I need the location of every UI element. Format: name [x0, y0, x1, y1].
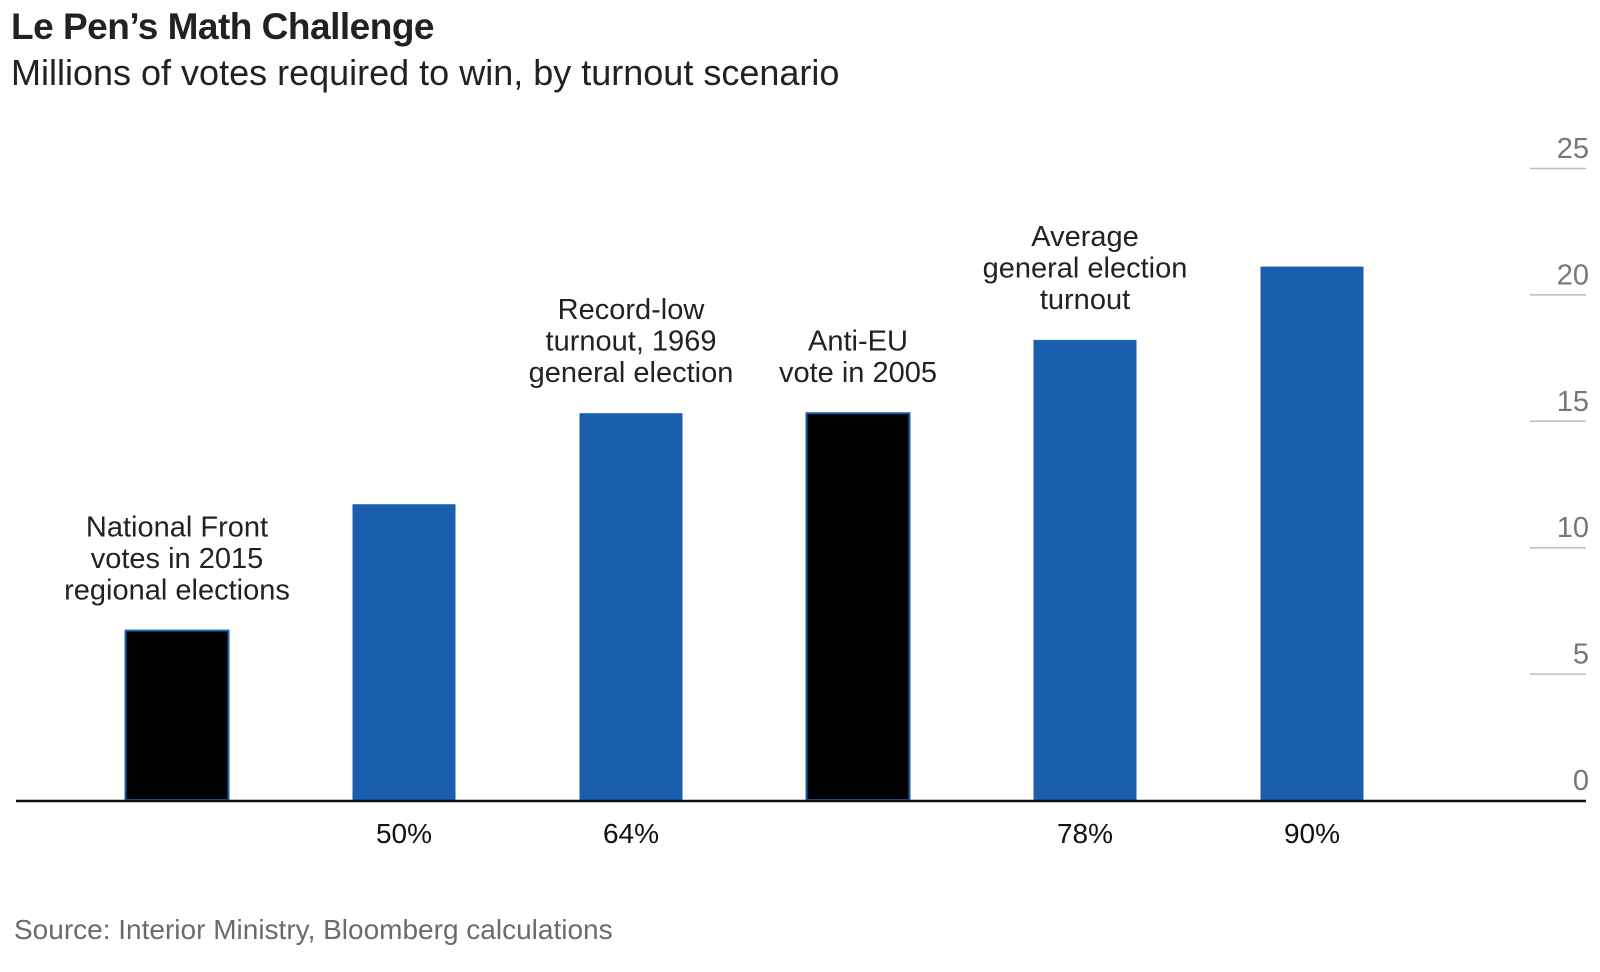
scenario-bar: [352, 504, 456, 800]
bar-annotation-line: vote in 2005: [779, 357, 937, 389]
x-category-label: 64%: [603, 818, 659, 849]
bar-annotation-line: general election: [983, 252, 1188, 284]
x-category-label: 90%: [1284, 818, 1340, 849]
bar-annotation-line: Record-low: [558, 294, 706, 326]
source-note: Source: Interior Ministry, Bloomberg cal…: [14, 914, 613, 945]
y-tick-label: 0: [1573, 765, 1589, 797]
chart-subtitle: Millions of votes required to win, by tu…: [11, 52, 840, 93]
y-tick-label: 5: [1573, 639, 1589, 671]
x-category-label: 78%: [1057, 818, 1113, 849]
bar-annotation: Average general election turnout: [983, 221, 1188, 316]
bar-annotation-line: turnout: [1040, 284, 1130, 316]
bar-annotation-line: turnout, 1969: [546, 326, 717, 358]
y-tick-label: 20: [1557, 259, 1589, 291]
bar-annotation: National Front votes in 2015 regional elec…: [64, 512, 290, 607]
reference-bar: [805, 412, 911, 801]
bar-annotation-line: regional elections: [64, 575, 290, 607]
scenario-bar: [1033, 339, 1137, 800]
scenario-bar: [579, 413, 683, 800]
bar-annotation: Anti-EU vote in 2005: [779, 326, 937, 390]
bar-annotation-line: votes in 2015: [91, 543, 264, 575]
bar-annotation-line: National Front: [86, 512, 268, 544]
scenario-bar: [1260, 266, 1364, 800]
y-tick-label: 15: [1557, 386, 1589, 418]
y-tick-label: 10: [1557, 512, 1589, 544]
chart-title: Le Pen’s Math Challenge: [11, 6, 435, 47]
bar-annotation-line: Anti-EU: [808, 326, 908, 358]
x-category-label: 50%: [376, 818, 432, 849]
bar-annotation: Record-low turnout, 1969 general election: [529, 294, 734, 389]
bar-annotation-line: general election: [529, 357, 734, 389]
bar-annotation-line: Average: [1031, 221, 1139, 253]
reference-bar: [124, 629, 230, 802]
y-tick-label: 25: [1557, 133, 1589, 165]
